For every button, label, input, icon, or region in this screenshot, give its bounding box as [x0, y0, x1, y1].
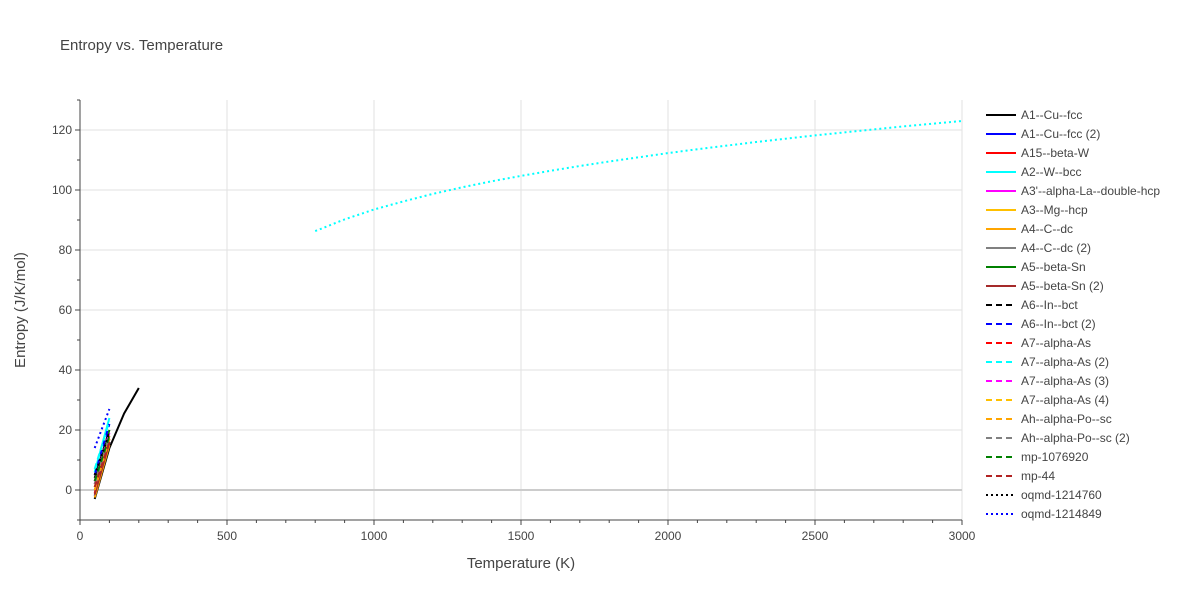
legend-label: A7--alpha-As (2)	[1021, 355, 1109, 369]
legend-label: A6--In--bct (2)	[1021, 317, 1096, 331]
legend-item[interactable]: A3'--alpha-La--double-hcp	[986, 184, 1160, 198]
legend-label: A1--Cu--fcc	[1021, 108, 1082, 122]
legend-label: A4--C--dc (2)	[1021, 241, 1091, 255]
x-tick-label: 3000	[949, 529, 976, 543]
legend-label: Ah--alpha-Po--sc (2)	[1021, 431, 1130, 445]
series-line	[93, 408, 111, 449]
legend-label: mp-44	[1021, 469, 1055, 483]
series-line	[93, 420, 111, 470]
legend-item[interactable]: A6--In--bct (2)	[986, 317, 1096, 331]
legend-item[interactable]: A1--Cu--fcc	[986, 108, 1082, 122]
legend-item[interactable]: oqmd-1214760	[986, 488, 1102, 502]
legend-item[interactable]: mp-44	[986, 469, 1055, 483]
legend-label: A3--Mg--hcp	[1021, 203, 1088, 217]
legend-item[interactable]: A7--alpha-As (3)	[986, 374, 1109, 388]
legend-item[interactable]: A7--alpha-As	[986, 336, 1091, 350]
series-line	[93, 441, 111, 488]
legend-label: mp-1076920	[1021, 450, 1089, 464]
legend-label: A7--alpha-As	[1021, 336, 1091, 350]
legend-label: oqmd-1214760	[1021, 488, 1102, 502]
legend-label: A1--Cu--fcc (2)	[1021, 127, 1100, 141]
series-line	[93, 435, 111, 482]
legend-label: A7--alpha-As (3)	[1021, 374, 1109, 388]
legend-item[interactable]: A4--C--dc (2)	[986, 241, 1091, 255]
legend-item[interactable]: A4--C--dc	[986, 222, 1073, 236]
legend-item[interactable]: A3--Mg--hcp	[986, 203, 1088, 217]
legend-label: Ah--alpha-Po--sc	[1021, 412, 1112, 426]
legend-item[interactable]: A1--Cu--fcc (2)	[986, 127, 1100, 141]
legend-item[interactable]: A5--beta-Sn (2)	[986, 279, 1104, 293]
legend-item[interactable]: A6--In--bct	[986, 298, 1078, 312]
axes	[75, 99, 963, 525]
y-tick-label: 120	[52, 123, 72, 137]
legend-label: A6--In--bct	[1021, 298, 1078, 312]
x-tick-label: 2500	[802, 529, 829, 543]
legend-item[interactable]: Ah--alpha-Po--sc	[986, 412, 1112, 426]
legend-label: oqmd-1214849	[1021, 507, 1102, 521]
legend-item[interactable]: oqmd-1214849	[986, 507, 1102, 521]
y-tick-label: 100	[52, 183, 72, 197]
legend-label: A5--beta-Sn (2)	[1021, 279, 1104, 293]
legend-label: A7--alpha-As (4)	[1021, 393, 1109, 407]
legend-item[interactable]: A5--beta-Sn	[986, 260, 1086, 274]
x-tick-label: 1000	[361, 529, 388, 543]
plot-area	[93, 120, 963, 500]
x-axis-title: Temperature (K)	[467, 555, 575, 572]
series-line	[93, 387, 140, 500]
legend-label: A2--W--bcc	[1021, 165, 1081, 179]
y-tick-label: 60	[59, 303, 73, 317]
y-tick-label: 20	[59, 423, 73, 437]
series-line	[314, 120, 963, 233]
legend-label: A4--C--dc	[1021, 222, 1073, 236]
series-line	[93, 423, 111, 476]
legend-item[interactable]: A15--beta-W	[986, 146, 1090, 160]
legend: A1--Cu--fcc A1--Cu--fcc (2) A15--beta-W A2-…	[986, 108, 1160, 521]
y-tick-label: 40	[59, 363, 73, 377]
grid	[80, 100, 963, 520]
legend-label: A3'--alpha-La--double-hcp	[1021, 184, 1160, 198]
x-tick-label: 1500	[508, 529, 535, 543]
legend-item[interactable]: A7--alpha-As (2)	[986, 355, 1109, 369]
ticks: 0 500 1000 1500 2000 2500 3000 0 20 40 60 80 100 120	[52, 123, 976, 543]
legend-item[interactable]: Ah--alpha-Po--sc (2)	[986, 431, 1130, 445]
y-tick-label: 0	[65, 483, 72, 497]
legend-label: A15--beta-W	[1021, 146, 1090, 160]
y-axis-title: Entropy (J/K/mol)	[12, 252, 29, 368]
x-tick-label: 500	[217, 529, 237, 543]
x-tick-label: 0	[77, 529, 84, 543]
x-tick-label: 2000	[655, 529, 682, 543]
legend-item[interactable]: mp-1076920	[986, 450, 1089, 464]
y-tick-label: 80	[59, 243, 73, 257]
legend-item[interactable]: A2--W--bcc	[986, 165, 1081, 179]
legend-item[interactable]: A7--alpha-As (4)	[986, 393, 1109, 407]
chart-title: Entropy vs. Temperature	[60, 37, 223, 54]
legend-label: A5--beta-Sn	[1021, 260, 1086, 274]
